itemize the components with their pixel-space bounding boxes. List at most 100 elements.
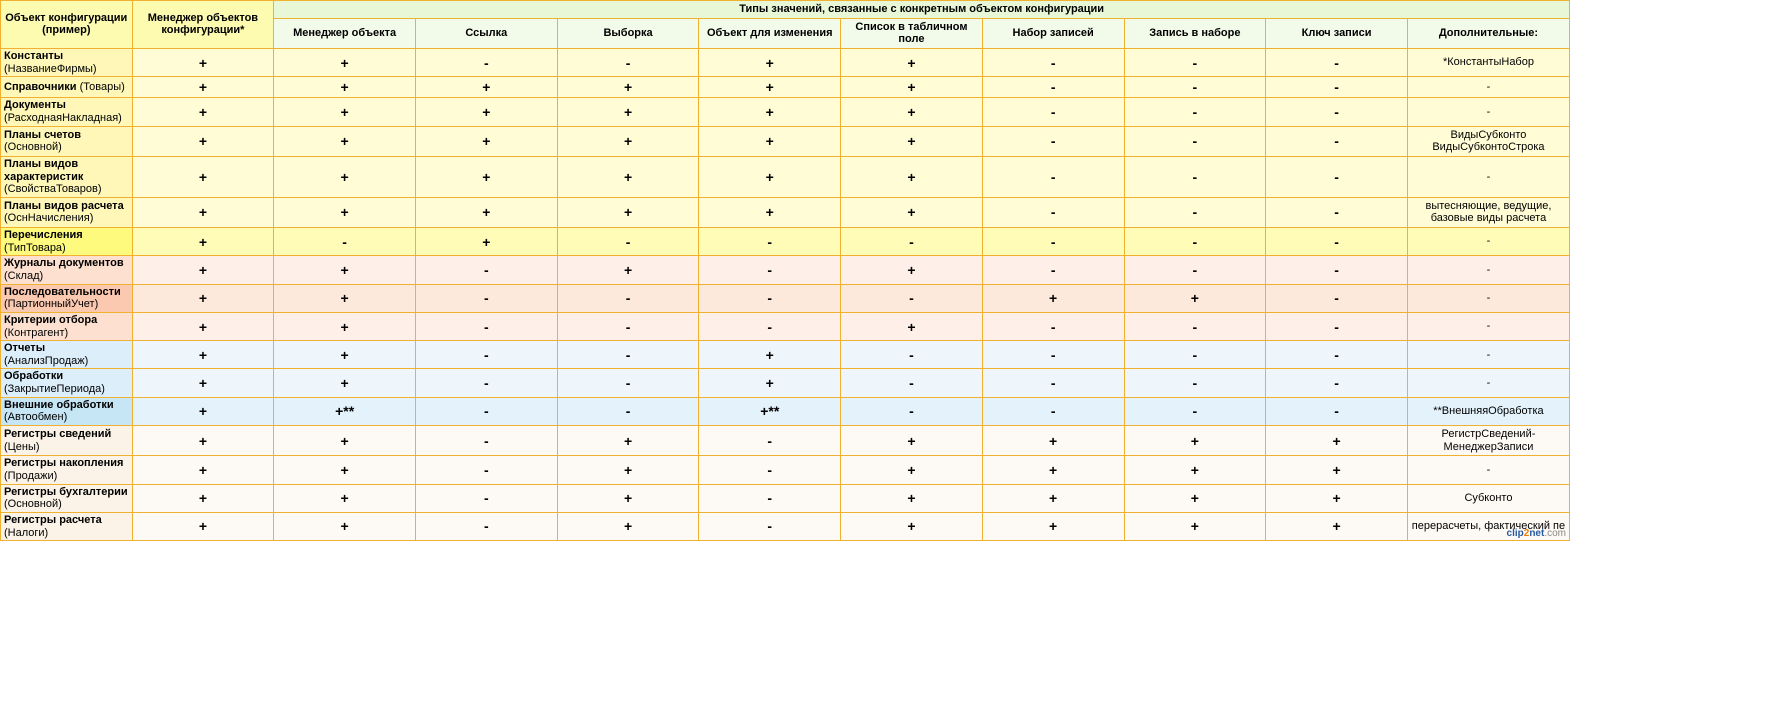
cell: + — [132, 312, 274, 340]
cell: + — [699, 126, 841, 156]
cell: + — [982, 426, 1124, 456]
cell: + — [841, 156, 983, 197]
table-row: Документы (РасходнаяНакладная)++++++---- — [1, 98, 1570, 126]
table-row: Регистры бухгалтерии (Основной)++-+-++++… — [1, 484, 1570, 512]
row-head: Справочники (Товары) — [1, 77, 133, 98]
cell: - — [1124, 256, 1266, 284]
cell: - — [415, 341, 557, 369]
cell: - — [557, 284, 699, 312]
table-row: Внешние обработки (Автообмен)++**--+**--… — [1, 397, 1570, 425]
cell: + — [274, 484, 416, 512]
cell: + — [415, 197, 557, 227]
cell: + — [132, 426, 274, 456]
cell: + — [557, 77, 699, 98]
cell: вытесняющие, ведущие, базовые виды расче… — [1407, 197, 1569, 227]
cell: + — [841, 512, 983, 540]
cell: + — [699, 156, 841, 197]
cell: + — [841, 197, 983, 227]
table-row: Константы (НазваниеФирмы)++--++---*Конст… — [1, 48, 1570, 76]
cell: - — [1407, 156, 1569, 197]
table-row: Планы счетов (Основной)++++++---ВидыСубк… — [1, 126, 1570, 156]
cell: + — [132, 284, 274, 312]
table-row: Критерии отбора (Контрагент)++---+---- — [1, 312, 1570, 340]
row-head: Документы (РасходнаяНакладная) — [1, 98, 133, 126]
cell: + — [132, 256, 274, 284]
cell: + — [1124, 512, 1266, 540]
cell: - — [415, 456, 557, 484]
cell: - — [1124, 98, 1266, 126]
row-head: Планы видов характеристик (СвойстваТовар… — [1, 156, 133, 197]
cell: + — [841, 48, 983, 76]
cell: + — [699, 98, 841, 126]
cell: + — [557, 126, 699, 156]
cell: + — [841, 426, 983, 456]
cell: - — [982, 48, 1124, 76]
cell: - — [1266, 48, 1408, 76]
cell: - — [415, 312, 557, 340]
cell: - — [1407, 77, 1569, 98]
cell: - — [982, 312, 1124, 340]
table-row: Перечисления (ТипТовара)+-+------- — [1, 228, 1570, 256]
row-head: Регистры расчета (Налоги) — [1, 512, 133, 540]
row-head: Перечисления (ТипТовара) — [1, 228, 133, 256]
cell: - — [557, 397, 699, 425]
cell: - — [699, 484, 841, 512]
cell: + — [557, 512, 699, 540]
cell: - — [415, 256, 557, 284]
row-head: Константы (НазваниеФирмы) — [1, 48, 133, 76]
table-row: Отчеты (АнализПродаж)++--+----- — [1, 341, 1570, 369]
cell: + — [557, 426, 699, 456]
cell: - — [841, 341, 983, 369]
cell: + — [982, 484, 1124, 512]
cell: - — [1407, 456, 1569, 484]
cell: + — [132, 512, 274, 540]
cell: - — [841, 397, 983, 425]
cell: + — [274, 341, 416, 369]
cell: **ВнешняяОбработка — [1407, 397, 1569, 425]
cell: - — [982, 397, 1124, 425]
cell: + — [1124, 456, 1266, 484]
cell: + — [982, 456, 1124, 484]
cell: + — [982, 284, 1124, 312]
cell: - — [1124, 341, 1266, 369]
cell: - — [1266, 397, 1408, 425]
cell: - — [1407, 256, 1569, 284]
cell: - — [982, 98, 1124, 126]
cell: - — [1124, 312, 1266, 340]
th-sub-3: Объект для изменения — [699, 18, 841, 48]
cell: - — [699, 312, 841, 340]
table-row: Регистры сведений (Цены)++-+-++++Регистр… — [1, 426, 1570, 456]
table-row: Справочники (Товары)++++++---- — [1, 77, 1570, 98]
cell: + — [132, 48, 274, 76]
cell: + — [1266, 426, 1408, 456]
cell: - — [699, 426, 841, 456]
cell: - — [1266, 284, 1408, 312]
th-sub-4: Список в табличном поле — [841, 18, 983, 48]
cell: +** — [699, 397, 841, 425]
config-types-table: Объект конфигурации (пример) Менеджер об… — [0, 0, 1570, 541]
cell: - — [699, 284, 841, 312]
cell: + — [274, 369, 416, 397]
cell: - — [699, 512, 841, 540]
row-head: Планы счетов (Основной) — [1, 126, 133, 156]
cell: - — [1124, 156, 1266, 197]
row-head: Планы видов расчета (ОснНачисления) — [1, 197, 133, 227]
cell: + — [132, 156, 274, 197]
cell: - — [699, 456, 841, 484]
cell: - — [982, 77, 1124, 98]
table-row: Обработки (ЗакрытиеПериода)++--+----- — [1, 369, 1570, 397]
cell: - — [982, 156, 1124, 197]
cell: + — [557, 456, 699, 484]
cell: + — [415, 156, 557, 197]
cell: - — [1124, 228, 1266, 256]
cell: + — [841, 312, 983, 340]
table-row: Планы видов характеристик (СвойстваТовар… — [1, 156, 1570, 197]
row-head: Регистры сведений (Цены) — [1, 426, 133, 456]
row-head: Последовательности (ПартионныйУчет) — [1, 284, 133, 312]
cell: *КонстантыНабор — [1407, 48, 1569, 76]
cell: + — [557, 484, 699, 512]
cell: + — [841, 256, 983, 284]
cell: - — [1266, 369, 1408, 397]
cell: + — [557, 197, 699, 227]
th-sub-1: Ссылка — [415, 18, 557, 48]
